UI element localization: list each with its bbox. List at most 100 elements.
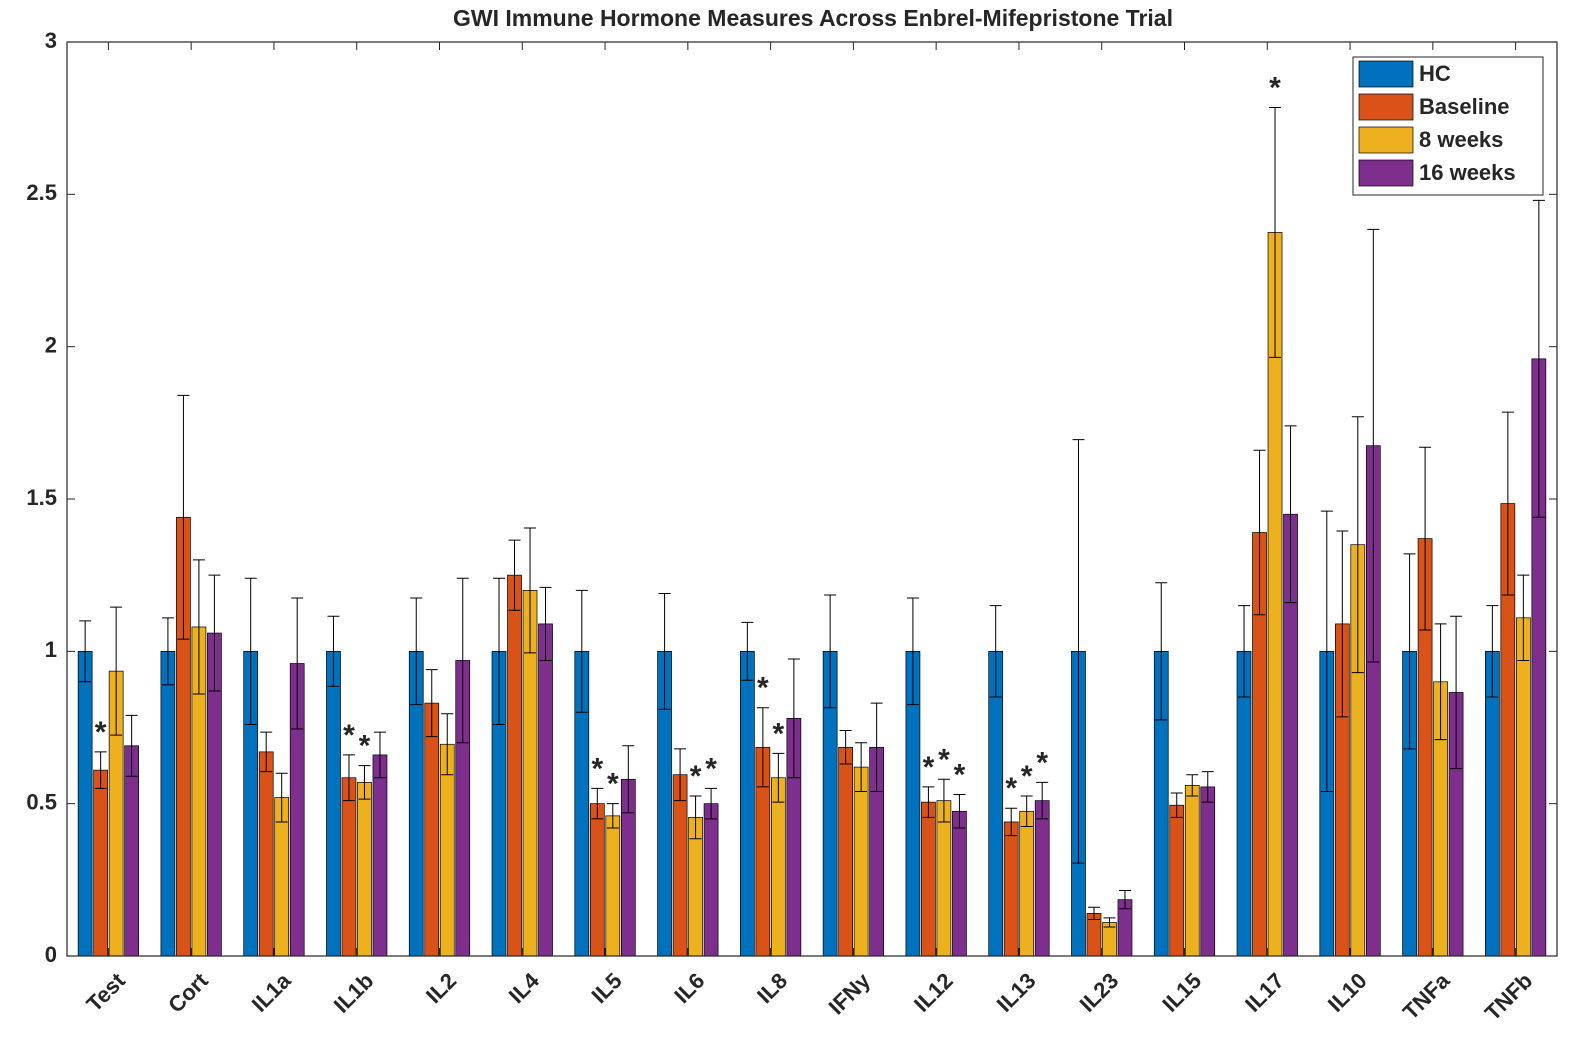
error-bar bbox=[922, 786, 935, 818]
bar bbox=[1019, 810, 1035, 957]
significance-marker: * bbox=[591, 752, 603, 785]
bar bbox=[1184, 785, 1200, 957]
error-bar bbox=[493, 577, 506, 725]
error-bar bbox=[291, 597, 304, 730]
error-bar bbox=[937, 778, 950, 823]
legend-swatch bbox=[1358, 126, 1414, 154]
error-bar bbox=[1005, 807, 1018, 837]
error-bar bbox=[79, 620, 92, 683]
bar bbox=[93, 769, 108, 957]
bar bbox=[372, 754, 388, 957]
legend-swatch bbox=[1358, 93, 1414, 121]
error-bar bbox=[906, 597, 919, 706]
error-bar bbox=[1201, 771, 1214, 803]
error-bar bbox=[989, 605, 1002, 698]
bar bbox=[1200, 786, 1216, 957]
y-tick-label: 2 bbox=[45, 332, 57, 357]
error-bar bbox=[1486, 605, 1499, 698]
bar bbox=[538, 623, 553, 957]
x-tick-label: IL12 bbox=[909, 968, 958, 1017]
bar bbox=[124, 745, 139, 957]
error-bar bbox=[1238, 605, 1251, 698]
error-bar bbox=[1517, 574, 1530, 661]
error-bar bbox=[839, 730, 852, 765]
error-bar bbox=[539, 586, 552, 661]
x-tick-label: IL13 bbox=[992, 968, 1041, 1017]
error-bar bbox=[1186, 774, 1199, 797]
bar bbox=[341, 777, 357, 957]
bar bbox=[838, 746, 853, 957]
significance-marker: * bbox=[1021, 760, 1033, 793]
error-bar bbox=[1367, 228, 1380, 663]
error-bar bbox=[772, 752, 785, 803]
significance-marker: * bbox=[938, 743, 950, 776]
error-bar bbox=[591, 787, 604, 820]
error-bar bbox=[689, 795, 702, 840]
error-bar bbox=[275, 772, 288, 823]
error-bar bbox=[870, 702, 883, 792]
error-bar bbox=[358, 765, 371, 800]
bar bbox=[672, 774, 688, 957]
error-bar bbox=[425, 669, 438, 738]
bar bbox=[1516, 617, 1531, 957]
error-bar bbox=[1253, 449, 1266, 616]
error-bar bbox=[1351, 416, 1364, 674]
error-bar bbox=[373, 731, 386, 779]
y-tick-label: 3 bbox=[45, 28, 57, 53]
x-tick-label: IL5 bbox=[587, 968, 627, 1008]
error-bar bbox=[508, 539, 521, 611]
error-bar bbox=[1155, 582, 1168, 721]
bar bbox=[703, 803, 719, 957]
bar bbox=[1169, 804, 1185, 957]
x-tick-label: TNFb bbox=[1480, 968, 1537, 1025]
legend-label: Baseline bbox=[1419, 94, 1510, 119]
x-tick-label: Test bbox=[82, 967, 131, 1016]
error-bar bbox=[1501, 411, 1514, 596]
error-bar bbox=[1020, 795, 1033, 828]
significance-marker: * bbox=[95, 716, 107, 749]
error-bar bbox=[824, 594, 837, 709]
bar bbox=[439, 743, 455, 957]
error-bar bbox=[1118, 889, 1131, 910]
x-tick-label: IL23 bbox=[1075, 968, 1124, 1017]
error-bar bbox=[327, 615, 340, 687]
error-bar bbox=[1170, 792, 1183, 818]
chart-title: GWI Immune Hormone Measures Across Enbre… bbox=[453, 5, 1173, 31]
error-bar bbox=[855, 742, 868, 792]
error-bar bbox=[1320, 510, 1333, 792]
significance-marker: * bbox=[1005, 772, 1017, 805]
significance-marker: * bbox=[1036, 746, 1048, 779]
significance-marker: * bbox=[343, 719, 355, 752]
error-bar bbox=[622, 745, 635, 814]
error-bar bbox=[756, 707, 769, 788]
legend: HC Baseline 8 weeks 16 weeks bbox=[1352, 56, 1544, 196]
axes-box bbox=[66, 41, 1558, 957]
bar bbox=[77, 650, 93, 957]
error-bar bbox=[1072, 439, 1085, 864]
error-bar bbox=[94, 751, 107, 789]
significance-marker: * bbox=[757, 672, 769, 705]
bar bbox=[357, 781, 372, 957]
error-bar bbox=[787, 658, 800, 779]
x-tick-label: IL1a bbox=[247, 967, 296, 1016]
error-bar bbox=[1419, 446, 1432, 631]
error-bar bbox=[110, 606, 123, 736]
x-tick-label: IL6 bbox=[669, 968, 709, 1008]
legend-label: HC bbox=[1419, 61, 1451, 86]
bar bbox=[589, 803, 605, 957]
error-bar bbox=[125, 714, 138, 777]
x-tick-label: IL1b bbox=[329, 968, 379, 1018]
x-tick-label: IL10 bbox=[1323, 968, 1372, 1017]
significance-marker: * bbox=[607, 768, 619, 801]
y-tick-label: 0.5 bbox=[26, 789, 57, 814]
significance-marker: * bbox=[705, 752, 717, 785]
x-tick-label: IL15 bbox=[1157, 968, 1206, 1017]
significance-marker: * bbox=[690, 760, 702, 793]
error-bar bbox=[1269, 107, 1282, 358]
bar bbox=[424, 702, 440, 957]
error-bar bbox=[524, 527, 537, 654]
bar bbox=[936, 800, 952, 957]
legend-label: 8 weeks bbox=[1419, 127, 1503, 152]
x-tick-label: IL2 bbox=[421, 968, 461, 1008]
error-bar bbox=[1036, 781, 1049, 820]
